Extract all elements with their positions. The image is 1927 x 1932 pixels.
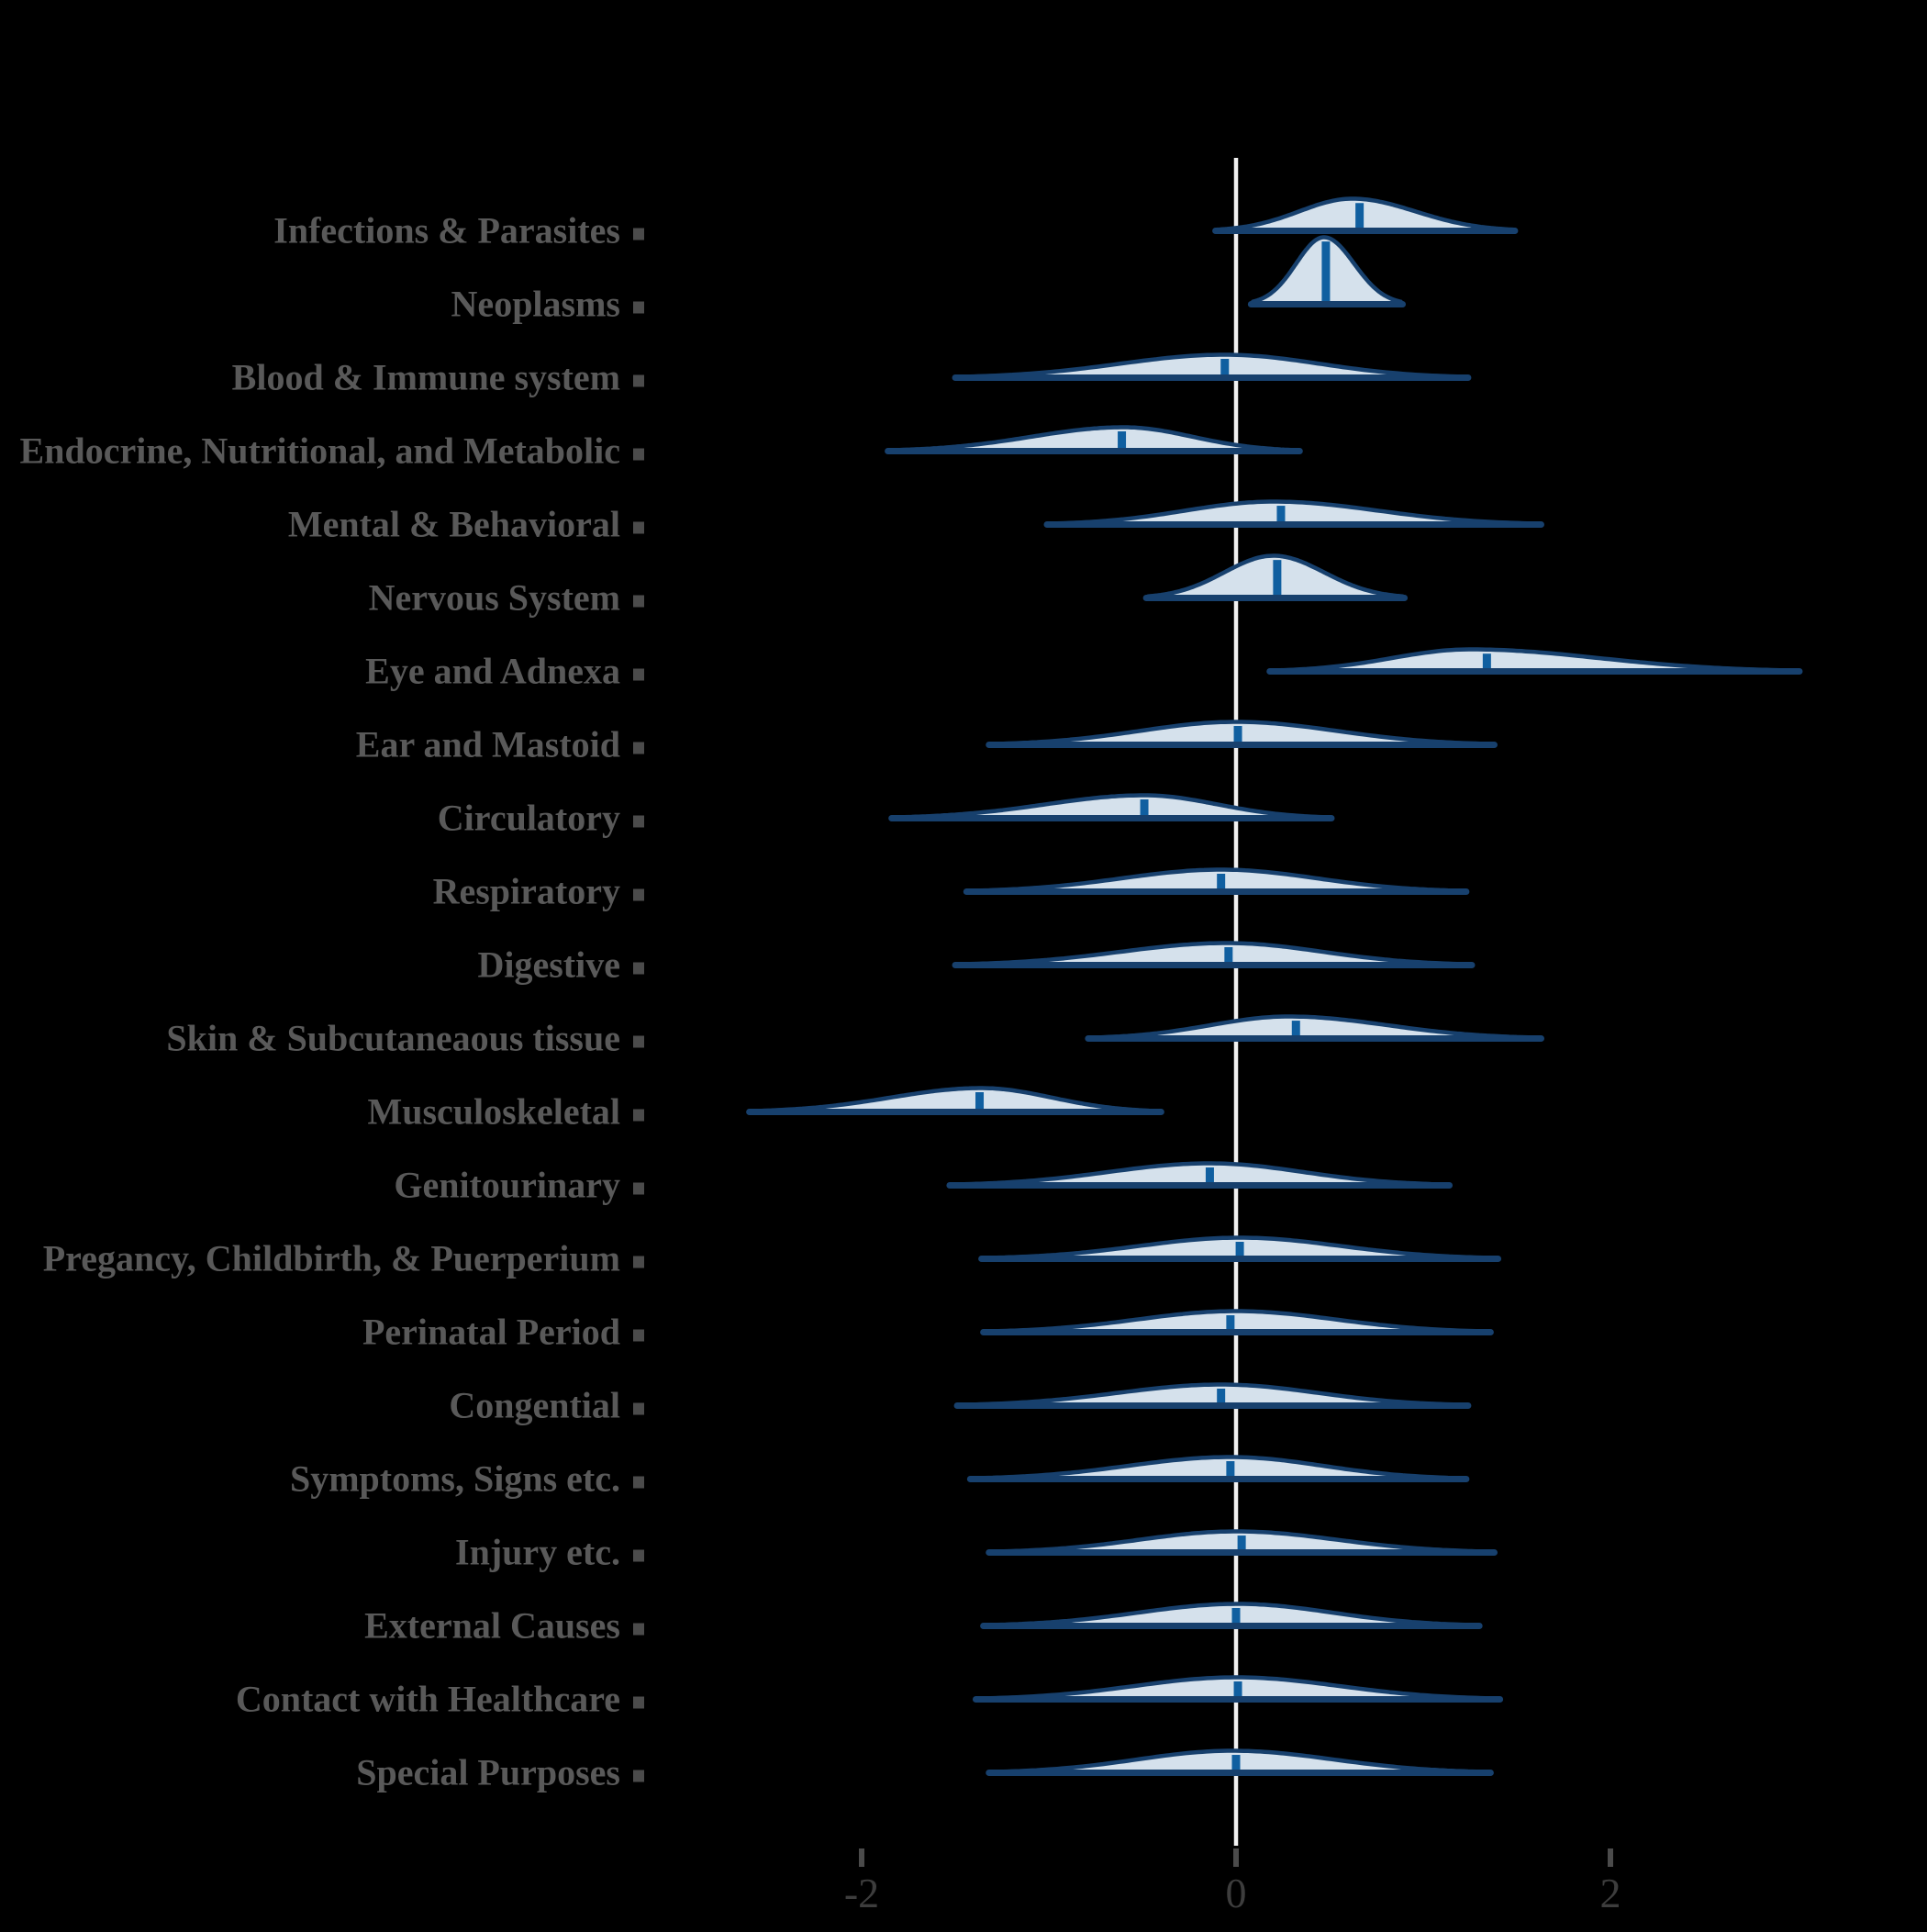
violin-density-9 [891,793,1332,821]
category-label-17: Congential [449,1385,620,1426]
y-axis-tick-8 [633,742,644,754]
category-label-16: Perinatal Period [362,1312,620,1353]
category-label-9: Circulatory [438,798,620,839]
violin-density-14 [949,1161,1450,1188]
category-label-19: Injury etc. [455,1532,620,1573]
y-axis-tick-17 [633,1402,644,1415]
category-label-13: Musculoskeletal [367,1091,620,1133]
category-label-1: Infections & Parasites [273,210,620,251]
category-label-12: Skin & Subcutaneaous tissue [166,1018,620,1059]
y-axis-tick-4 [633,448,644,461]
y-axis-tick-1 [633,228,644,240]
violin-density-12 [1087,1014,1542,1041]
category-label-2: Neoplasms [451,284,620,325]
y-axis-tick-10 [633,888,644,901]
violin-density-20 [983,1602,1480,1628]
violin-density-11 [954,941,1473,967]
category-label-5: Mental & Behavioral [288,504,620,545]
category-label-6: Nervous System [369,577,620,619]
y-axis-tick-19 [633,1549,644,1562]
y-axis-tick-18 [633,1476,644,1489]
category-label-14: Genitourinary [394,1165,620,1206]
y-axis-tick-2 [633,301,644,314]
category-label-8: Ear and Mastoid [356,724,620,765]
y-axis-tick-16 [633,1329,644,1342]
category-label-4: Endocrine, Nutritional, and Metabolic [20,430,620,472]
y-axis-tick-20 [633,1623,644,1636]
y-axis-tick-6 [633,595,644,608]
violin-density-1 [1215,196,1516,233]
violin-density-17 [956,1382,1469,1408]
violin-density-3 [954,352,1469,380]
y-axis-tick-15 [633,1256,644,1268]
violin-density-7 [1269,647,1800,674]
violin-density-10 [966,867,1467,894]
y-axis-tick-9 [633,815,644,828]
category-label-11: Digestive [477,944,620,986]
category-label-21: Contact with Healthcare [236,1679,620,1720]
category-label-22: Special Purposes [356,1752,620,1793]
y-axis-tick-3 [633,374,644,387]
x-axis-tick-label-0: 0 [1226,1870,1247,1916]
y-axis-tick-12 [633,1035,644,1048]
x-axis-tick-label-2: 2 [1600,1870,1621,1916]
category-label-15: Pregancy, Childbirth, & Puerperium [43,1238,620,1279]
y-axis-tick-22 [633,1770,644,1782]
category-label-7: Eye and Adnexa [365,651,620,692]
y-axis-tick-11 [633,962,644,975]
violin-density-16 [983,1309,1491,1335]
violin-density-13 [749,1086,1162,1114]
violin-density-4 [887,425,1300,453]
x-axis-tick-label--2: -2 [844,1870,879,1916]
violin-density-5 [1046,499,1542,527]
category-label-3: Blood & Immune system [232,357,620,398]
y-axis-tick-14 [633,1182,644,1195]
y-axis-tick-5 [633,521,644,534]
category-label-10: Respiratory [433,871,620,912]
category-label-20: External Causes [364,1605,620,1647]
y-axis-tick-21 [633,1696,644,1709]
category-label-18: Symptoms, Signs etc. [290,1458,620,1500]
violin-density-18 [970,1455,1467,1481]
y-axis-tick-7 [633,668,644,681]
y-axis-tick-13 [633,1109,644,1122]
